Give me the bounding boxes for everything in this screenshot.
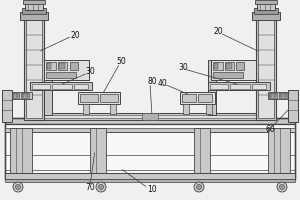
Bar bbox=[22, 8, 46, 14]
Text: 20: 20 bbox=[70, 30, 80, 40]
Bar bbox=[269, 93, 277, 98]
Bar bbox=[213, 72, 243, 78]
Bar bbox=[44, 62, 50, 70]
Bar bbox=[5, 173, 295, 179]
Bar bbox=[83, 104, 89, 114]
Bar bbox=[10, 128, 32, 179]
Bar bbox=[47, 63, 51, 69]
Bar bbox=[208, 82, 270, 90]
Bar bbox=[74, 84, 88, 89]
Bar bbox=[20, 12, 48, 20]
Bar bbox=[22, 94, 24, 97]
Text: 30: 30 bbox=[178, 64, 188, 72]
Bar bbox=[210, 84, 228, 89]
Bar bbox=[258, 20, 274, 118]
Bar bbox=[5, 118, 295, 179]
Bar bbox=[24, 18, 44, 120]
Bar bbox=[288, 90, 298, 122]
Bar bbox=[37, 115, 263, 118]
Bar bbox=[230, 84, 250, 89]
Text: 10: 10 bbox=[147, 186, 157, 194]
Bar bbox=[256, 18, 276, 120]
Bar bbox=[44, 60, 52, 115]
Bar bbox=[5, 179, 295, 182]
Bar bbox=[16, 94, 18, 97]
Text: 60: 60 bbox=[265, 126, 275, 134]
Bar bbox=[226, 63, 232, 69]
Bar bbox=[59, 63, 65, 69]
Bar bbox=[254, 8, 278, 14]
Bar bbox=[90, 128, 106, 179]
Bar bbox=[194, 128, 210, 179]
Bar bbox=[252, 84, 266, 89]
Bar bbox=[225, 62, 234, 70]
Circle shape bbox=[98, 184, 104, 190]
Bar bbox=[12, 94, 14, 97]
Bar bbox=[5, 124, 295, 179]
Circle shape bbox=[96, 182, 106, 192]
Circle shape bbox=[13, 182, 23, 192]
Bar bbox=[23, 0, 45, 4]
Bar bbox=[44, 60, 89, 80]
Bar bbox=[70, 62, 78, 70]
Bar bbox=[26, 20, 42, 118]
Text: 50: 50 bbox=[116, 58, 126, 66]
Bar bbox=[268, 128, 290, 179]
Bar bbox=[208, 60, 216, 115]
Text: 20: 20 bbox=[213, 27, 223, 36]
Bar bbox=[2, 90, 12, 122]
Bar bbox=[252, 12, 280, 20]
Bar bbox=[78, 92, 120, 104]
Bar bbox=[279, 93, 287, 98]
Bar bbox=[30, 82, 92, 90]
Circle shape bbox=[194, 182, 204, 192]
Circle shape bbox=[196, 184, 202, 190]
Circle shape bbox=[280, 184, 284, 190]
Bar bbox=[213, 62, 223, 70]
Bar bbox=[32, 84, 50, 89]
Bar bbox=[5, 124, 295, 128]
Circle shape bbox=[16, 184, 20, 190]
Bar bbox=[274, 94, 276, 97]
Bar bbox=[142, 113, 158, 120]
Bar bbox=[257, 2, 275, 10]
Bar bbox=[270, 94, 272, 97]
Bar bbox=[180, 92, 215, 104]
Bar bbox=[100, 94, 118, 102]
Bar bbox=[21, 93, 29, 98]
Bar bbox=[255, 0, 277, 4]
Bar bbox=[268, 92, 290, 99]
Bar bbox=[214, 63, 218, 69]
Bar bbox=[80, 94, 98, 102]
Bar bbox=[5, 118, 295, 124]
Bar bbox=[10, 92, 32, 99]
Bar bbox=[25, 2, 43, 10]
Text: 30: 30 bbox=[85, 68, 95, 76]
Bar bbox=[110, 104, 116, 114]
Text: 40: 40 bbox=[158, 78, 168, 88]
Bar bbox=[211, 60, 256, 80]
Bar bbox=[236, 62, 244, 70]
Bar bbox=[58, 62, 67, 70]
Bar bbox=[198, 94, 212, 102]
Text: 80: 80 bbox=[147, 77, 157, 86]
Bar bbox=[46, 72, 76, 78]
Bar bbox=[5, 128, 295, 132]
Bar bbox=[35, 113, 265, 120]
Bar bbox=[52, 84, 72, 89]
Bar bbox=[11, 93, 19, 98]
Bar bbox=[206, 104, 212, 114]
Bar bbox=[46, 62, 56, 70]
Bar bbox=[26, 94, 28, 97]
Bar bbox=[284, 94, 286, 97]
Bar bbox=[280, 94, 282, 97]
Circle shape bbox=[277, 182, 287, 192]
Text: 70: 70 bbox=[85, 184, 95, 192]
Bar bbox=[182, 94, 196, 102]
Bar bbox=[183, 104, 189, 114]
